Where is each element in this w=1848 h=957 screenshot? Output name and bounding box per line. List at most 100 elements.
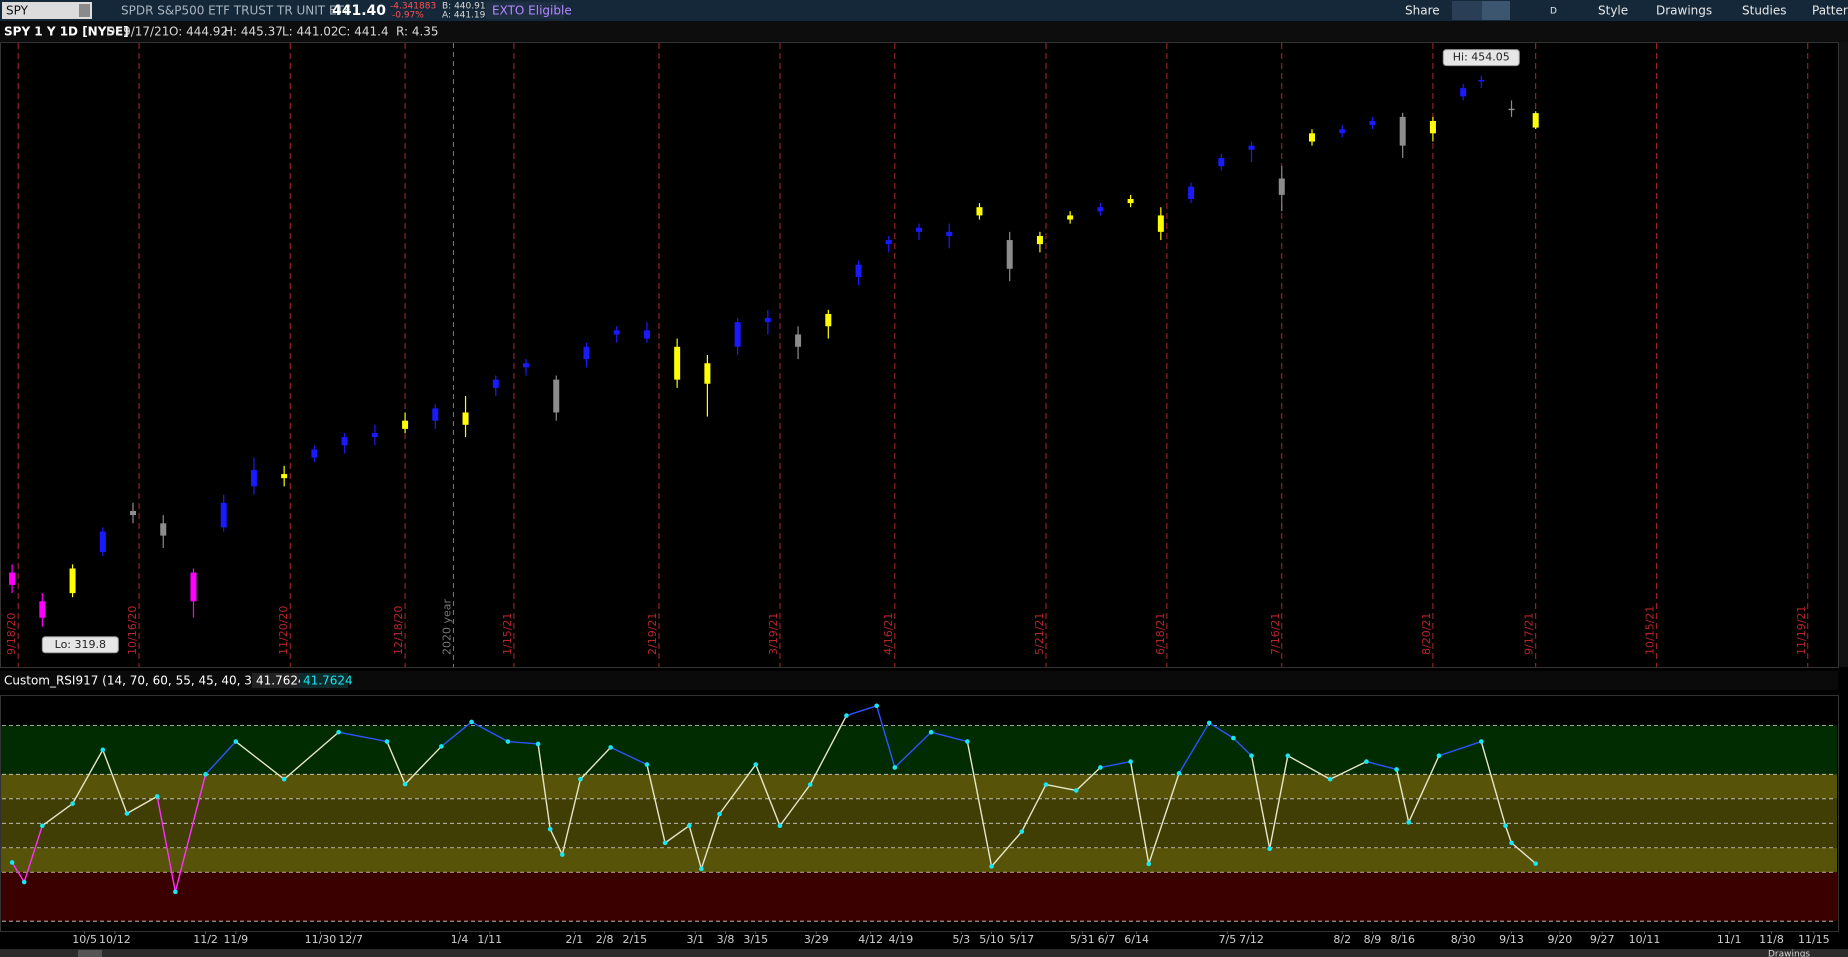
rsi-segment — [1438, 740, 1482, 757]
x-tick-label: 7/12 — [1239, 933, 1264, 946]
rsi-point — [644, 762, 650, 767]
share-button[interactable]: Share — [1405, 4, 1440, 18]
info-bar — [0, 21, 1848, 42]
rsi-point — [844, 713, 849, 718]
style-button[interactable]: Style — [1598, 4, 1628, 18]
candle-body — [1478, 79, 1485, 82]
x-tick-label: 5/10 — [979, 933, 1004, 946]
rsi-segment — [41, 803, 73, 827]
candle-body — [523, 363, 530, 368]
info-field: O: 444.92 — [169, 25, 228, 39]
expiration-label: 5/21/21 — [1033, 613, 1046, 655]
candle-body — [1369, 121, 1376, 126]
symbol-box[interactable] — [2, 2, 92, 19]
candle-body — [281, 474, 288, 479]
rsi-point — [989, 864, 994, 869]
rsi-point — [1436, 753, 1442, 759]
rsi-segment — [205, 741, 237, 775]
rsi-segment — [549, 828, 563, 855]
expiration-label: 4/16/21 — [882, 613, 895, 655]
rsi-point — [1231, 735, 1236, 741]
rsi-point — [203, 772, 208, 777]
x-tick-label: 3/29 — [804, 933, 829, 946]
rsi-segment — [23, 825, 43, 883]
expiration-label: 10/16/20 — [126, 606, 139, 655]
candle-body — [250, 469, 257, 487]
rsi-segment — [174, 774, 207, 893]
aggregation-button[interactable]: D — [1550, 7, 1557, 17]
x-tick-label: 1/11 — [477, 933, 502, 946]
candle-body — [916, 227, 922, 232]
x-tick-label: 3/8 — [717, 933, 735, 946]
rsi-point — [1176, 771, 1182, 776]
x-tick-label: 11/2 — [193, 933, 218, 946]
candle-body — [674, 346, 681, 380]
symbol-dropdown[interactable] — [79, 4, 90, 17]
rsi-point — [965, 739, 970, 744]
candle-body — [1067, 215, 1074, 220]
x-tick-label: 1/4 — [451, 933, 469, 946]
candle-body — [492, 379, 499, 388]
rsi-point — [469, 719, 474, 725]
study-readout: 41.7624 — [303, 674, 353, 688]
x-tick-label: 11/9 — [223, 933, 248, 946]
scroll-thumb[interactable] — [78, 950, 102, 957]
candle-body — [1157, 215, 1164, 232]
expiration-label: 9/18/20 — [5, 613, 18, 655]
rsi-point — [233, 739, 239, 744]
rsi-segment — [1408, 755, 1440, 823]
x-tick-label: 9/13 — [1499, 933, 1524, 946]
drawings-button[interactable]: Drawings — [1656, 4, 1712, 18]
rsi-point — [1364, 759, 1369, 764]
rsi-point — [717, 811, 722, 817]
rsi-point — [686, 823, 692, 829]
candle-body — [130, 511, 137, 516]
rsi-point — [608, 745, 613, 750]
rsi-segment — [809, 715, 848, 785]
candle-body — [69, 568, 76, 594]
candle-body — [1278, 178, 1285, 195]
x-tick-label: 2/1 — [566, 933, 584, 946]
x-tick-label: 5/31 — [1070, 933, 1095, 946]
candle-body — [39, 601, 46, 618]
patterns-button[interactable]: Patterns — [1812, 4, 1848, 18]
rsi-segment — [876, 705, 896, 768]
rsi-segment — [664, 825, 690, 844]
expiration-label: 11/19/21 — [1795, 606, 1808, 655]
x-tick-label: 8/9 — [1364, 933, 1382, 946]
rsi-point — [1043, 782, 1049, 787]
rsi-point — [1285, 753, 1291, 759]
symbol[interactable]: SPY — [6, 4, 29, 18]
rsi-segment — [579, 746, 612, 780]
rsi-point — [1509, 840, 1514, 846]
expiration-label: 11/20/20 — [277, 606, 290, 655]
rsi-segment — [1329, 760, 1367, 780]
annotation-box — [1442, 49, 1520, 67]
rsi-segment — [1178, 722, 1210, 774]
annotation: Hi: 454.05 — [1453, 51, 1510, 64]
studies-button[interactable]: Studies — [1742, 4, 1787, 18]
rsi-point — [281, 776, 287, 782]
candle-body — [1188, 186, 1195, 199]
x-tick-label: 12/7 — [338, 933, 363, 946]
rsi-point — [928, 729, 934, 735]
readout-box — [300, 673, 348, 688]
icon-button[interactable] — [1482, 1, 1510, 20]
rsi-point — [699, 866, 704, 872]
rsi-segment — [1021, 784, 1047, 832]
rsi-point — [1327, 776, 1333, 782]
expiration-label: 7/16/21 — [1269, 613, 1282, 655]
status-bar — [0, 949, 1848, 957]
rsi-segment — [561, 779, 582, 855]
rsi-segment — [894, 731, 932, 768]
expiration-label: 12/18/20 — [392, 606, 405, 655]
price-axis — [1839, 42, 1848, 667]
rsi-segment — [1232, 737, 1253, 757]
candle-body — [1248, 145, 1255, 150]
status-label[interactable]: Drawings — [1768, 950, 1810, 957]
candle-body — [371, 433, 378, 438]
rsi-segment — [1480, 741, 1507, 826]
x-tick-label: 8/30 — [1451, 933, 1476, 946]
rsi-segment — [930, 731, 968, 743]
candle-body — [99, 531, 106, 553]
